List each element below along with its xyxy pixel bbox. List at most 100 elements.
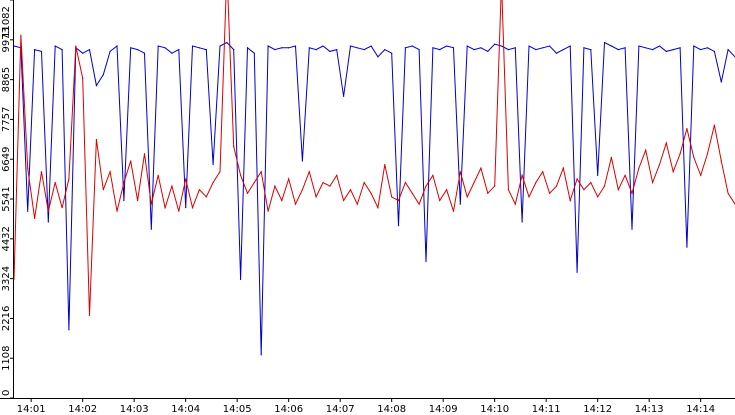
- data-point: [20, 34, 22, 36]
- x-tick-label: 14:02: [68, 404, 97, 415]
- data-point: [631, 192, 633, 194]
- series-line-blue: [13, 41, 735, 355]
- data-point: [377, 207, 379, 209]
- data-point: [370, 192, 372, 194]
- data-point: [418, 203, 420, 205]
- data-point: [514, 203, 516, 205]
- data-point: [164, 207, 166, 209]
- data-point: [47, 210, 49, 212]
- data-point: [281, 47, 283, 49]
- data-point: [336, 49, 338, 51]
- y-axis: 0 1108 2216 3324 4432 5541 6649 7757 8865 9973110…: [0, 0, 14, 415]
- data-point: [322, 181, 324, 184]
- y-tick-label: 2216: [1, 306, 12, 331]
- data-point: [727, 192, 729, 194]
- data-point: [95, 138, 97, 141]
- y-tick-label: 11082: [1, 6, 12, 38]
- data-point: [123, 181, 125, 184]
- data-point: [693, 156, 695, 158]
- data-point: [706, 47, 709, 49]
- data-point: [713, 124, 716, 126]
- data-point: [686, 128, 688, 130]
- data-point: [610, 45, 613, 47]
- data-point: [178, 49, 180, 51]
- data-point: [34, 49, 36, 51]
- data-point: [27, 210, 29, 212]
- data-point: [446, 45, 448, 47]
- data-point: [576, 271, 578, 273]
- data-point: [473, 49, 475, 51]
- data-point: [466, 45, 468, 47]
- data-point: [68, 178, 70, 180]
- data-point: [191, 207, 194, 209]
- data-point: [700, 49, 702, 51]
- data-point: [569, 199, 571, 202]
- data-point: [240, 278, 242, 281]
- data-point: [665, 142, 667, 144]
- data-point: [13, 45, 15, 47]
- data-point: [391, 196, 393, 198]
- data-point: [240, 174, 242, 176]
- data-point: [68, 329, 70, 331]
- data-point: [246, 192, 249, 194]
- x-tick-label: 14:13: [635, 404, 664, 415]
- data-point: [219, 45, 221, 47]
- data-point: [658, 163, 661, 166]
- data-point: [521, 221, 523, 223]
- x-tick-label: 14:03: [120, 404, 149, 415]
- data-point: [253, 181, 255, 184]
- data-point: [205, 196, 207, 198]
- data-point: [95, 84, 97, 87]
- data-point: [528, 196, 530, 198]
- data-point: [301, 160, 303, 162]
- y-tick-label: 9973: [1, 27, 12, 52]
- data-point: [308, 47, 310, 49]
- data-point: [356, 203, 358, 205]
- data-point: [157, 45, 159, 47]
- data-point: [693, 45, 695, 47]
- data-point: [191, 45, 194, 47]
- data-point: [590, 49, 592, 51]
- data-point: [624, 47, 626, 49]
- data-point: [404, 181, 406, 184]
- data-point: [487, 50, 489, 53]
- data-point: [198, 189, 200, 191]
- data-point: [185, 207, 187, 209]
- data-point: [425, 185, 427, 187]
- data-point: [336, 174, 338, 176]
- data-point: [487, 192, 489, 194]
- data-point: [638, 167, 640, 169]
- data-point: [150, 203, 152, 205]
- data-point: [54, 181, 56, 184]
- data-point: [288, 47, 290, 49]
- y-tick-label: 3324: [1, 266, 12, 291]
- data-point: [88, 49, 91, 51]
- data-point: [397, 225, 400, 227]
- data-point: [54, 45, 56, 47]
- data-point: [569, 45, 571, 47]
- data-point: [603, 41, 606, 44]
- data-point: [432, 174, 434, 176]
- data-point: [610, 156, 613, 158]
- data-point: [411, 192, 413, 194]
- data-point: [507, 49, 509, 51]
- data-point: [562, 49, 564, 51]
- data-point: [185, 178, 187, 180]
- data-point: [61, 207, 63, 209]
- data-point: [130, 160, 132, 162]
- data-point: [528, 45, 530, 47]
- data-point: [384, 49, 386, 51]
- data-point: [212, 163, 214, 166]
- data-point: [597, 174, 599, 176]
- data-point: [212, 181, 214, 184]
- data-point: [294, 203, 297, 205]
- data-point: [555, 52, 558, 54]
- data-point: [603, 185, 606, 187]
- data-point: [116, 45, 118, 47]
- data-point: [645, 149, 647, 151]
- data-point: [514, 47, 516, 49]
- data-point: [349, 189, 352, 191]
- data-point: [576, 178, 578, 180]
- data-point: [562, 167, 564, 169]
